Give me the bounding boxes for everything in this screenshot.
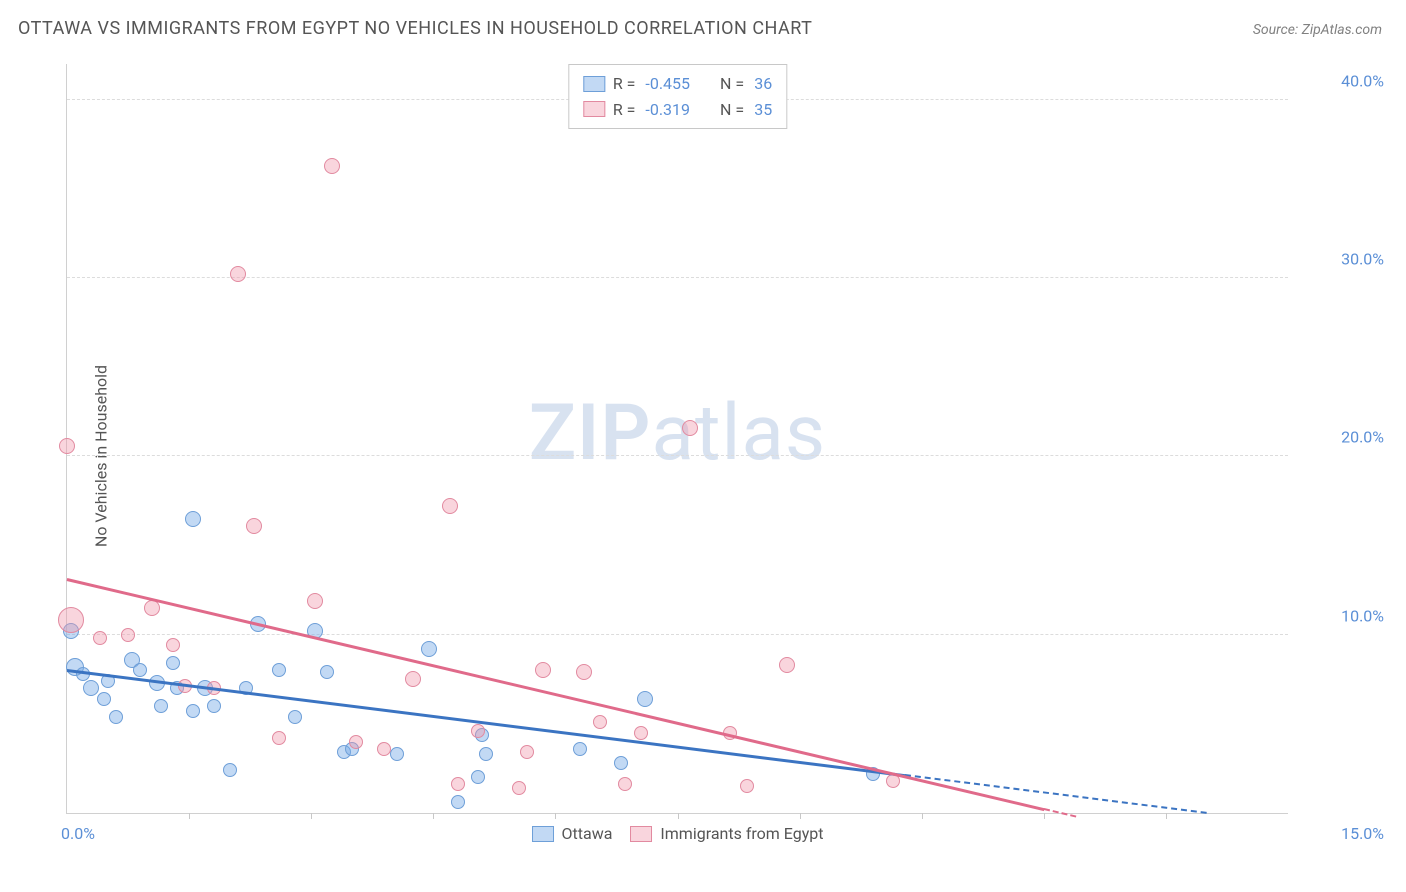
legend-swatch xyxy=(583,76,605,92)
stat-n-value: 36 xyxy=(754,71,772,97)
data-point xyxy=(230,266,246,282)
data-point xyxy=(97,692,111,706)
data-point xyxy=(324,158,340,174)
plot-area: ZIPatlas 10.0%20.0%30.0%40.0%0.0%15.0%R … xyxy=(66,64,1288,814)
data-point xyxy=(471,770,485,784)
correlation-row: R = -0.319 N = 35 xyxy=(583,97,772,123)
data-point xyxy=(479,747,493,761)
data-point xyxy=(144,600,160,616)
watermark: ZIPatlas xyxy=(529,388,826,479)
data-point xyxy=(421,641,437,657)
y-tick-label: 30.0% xyxy=(1296,250,1384,269)
series-legend: Ottawa Immigrants from Egypt xyxy=(532,824,824,843)
x-tick-mark xyxy=(678,813,679,819)
x-tick-mark xyxy=(189,813,190,819)
data-point xyxy=(154,699,168,713)
data-point xyxy=(471,724,485,738)
watermark-atlas: atlas xyxy=(652,388,827,479)
data-point xyxy=(576,664,592,680)
y-tick-label: 20.0% xyxy=(1296,428,1384,447)
data-point xyxy=(288,710,302,724)
data-point xyxy=(121,628,135,642)
legend-label: Ottawa xyxy=(562,824,613,843)
correlation-legend: R = -0.455 N = 36 R = -0.319 N = 35 xyxy=(568,64,787,129)
data-point xyxy=(272,731,286,745)
stat-r-label: R = xyxy=(613,71,636,97)
stat-n-label: N = xyxy=(720,97,744,123)
legend-item: Immigrants from Egypt xyxy=(630,824,823,843)
data-point xyxy=(779,657,795,673)
stat-n-value: 35 xyxy=(754,97,772,123)
gridline xyxy=(67,277,1288,278)
stat-r-value: -0.455 xyxy=(645,71,690,97)
x-tick-label-min: 0.0% xyxy=(61,824,95,843)
data-point xyxy=(682,420,698,436)
correlation-row: R = -0.455 N = 36 xyxy=(583,71,772,97)
x-tick-label-max: 15.0% xyxy=(1296,824,1384,843)
trend-line-dashed xyxy=(1044,808,1077,818)
gridline xyxy=(67,455,1288,456)
x-tick-mark xyxy=(800,813,801,819)
source-label: Source: ZipAtlas.com xyxy=(1253,22,1382,38)
data-point xyxy=(512,781,526,795)
chart-container: No Vehicles in Household ZIPatlas 10.0%2… xyxy=(18,50,1388,862)
data-point xyxy=(246,518,262,534)
trend-line-dashed xyxy=(905,774,1206,814)
data-point xyxy=(442,498,458,514)
data-point xyxy=(307,593,323,609)
data-point xyxy=(405,671,421,687)
data-point xyxy=(637,691,653,707)
data-point xyxy=(593,715,607,729)
data-point xyxy=(349,735,363,749)
data-point xyxy=(573,742,587,756)
watermark-zip: ZIP xyxy=(529,388,652,479)
data-point xyxy=(520,745,534,759)
legend-item: Ottawa xyxy=(532,824,613,843)
data-point xyxy=(390,747,404,761)
data-point xyxy=(377,742,391,756)
data-point xyxy=(166,656,180,670)
data-point xyxy=(93,631,107,645)
data-point xyxy=(166,638,180,652)
data-point xyxy=(614,756,628,770)
data-point xyxy=(634,726,648,740)
x-tick-mark xyxy=(1166,813,1167,819)
data-point xyxy=(58,607,84,633)
stat-r-label: R = xyxy=(613,97,636,123)
y-tick-label: 40.0% xyxy=(1296,71,1384,90)
data-point xyxy=(272,663,286,677)
data-point xyxy=(451,795,465,809)
gridline xyxy=(67,634,1288,635)
data-point xyxy=(223,763,237,777)
data-point xyxy=(133,663,147,677)
stat-n-label: N = xyxy=(720,71,744,97)
stat-r-value: -0.319 xyxy=(645,97,690,123)
data-point xyxy=(618,777,632,791)
chart-title: OTTAWA VS IMMIGRANTS FROM EGYPT NO VEHIC… xyxy=(18,18,812,39)
data-point xyxy=(320,665,334,679)
data-point xyxy=(740,779,754,793)
legend-swatch xyxy=(532,826,554,842)
header: OTTAWA VS IMMIGRANTS FROM EGYPT NO VEHIC… xyxy=(0,0,1406,49)
x-tick-mark xyxy=(1044,813,1045,819)
y-tick-label: 10.0% xyxy=(1296,606,1384,625)
data-point xyxy=(109,710,123,724)
data-point xyxy=(59,438,75,454)
legend-swatch xyxy=(630,826,652,842)
legend-swatch xyxy=(583,101,605,117)
legend-label: Immigrants from Egypt xyxy=(660,824,823,843)
data-point xyxy=(207,699,221,713)
x-tick-mark xyxy=(311,813,312,819)
data-point xyxy=(535,662,551,678)
x-tick-mark xyxy=(433,813,434,819)
x-tick-mark xyxy=(922,813,923,819)
data-point xyxy=(451,777,465,791)
data-point xyxy=(186,704,200,718)
data-point xyxy=(185,511,201,527)
x-tick-mark xyxy=(555,813,556,819)
